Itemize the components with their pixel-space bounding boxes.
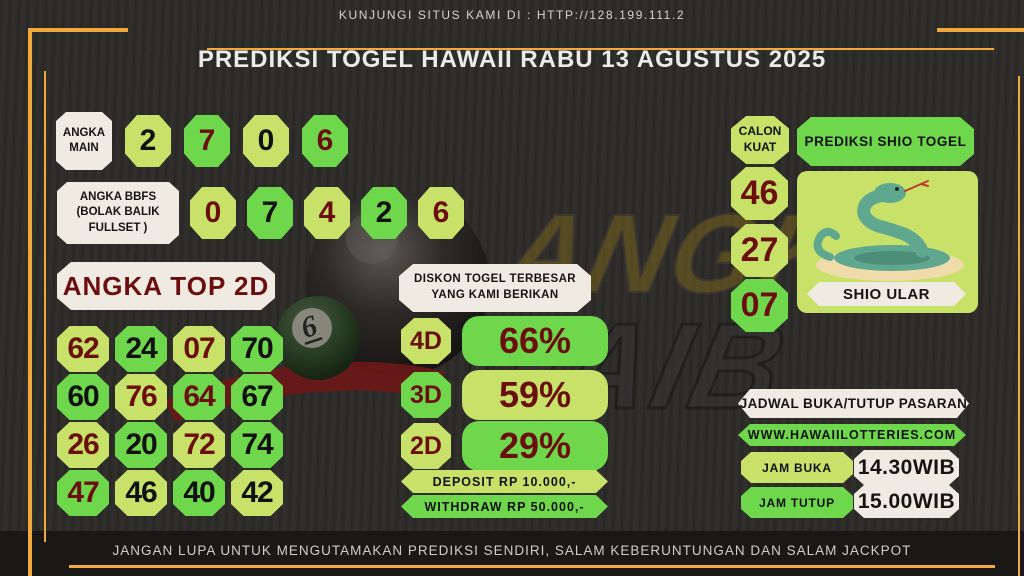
shio-heading: PREDIKSI SHIO TOGEL [797, 117, 974, 166]
calon-kuat-label: CALON KUAT [731, 116, 789, 164]
top2d-cell: 47 [57, 470, 109, 516]
top2d-grid: 62 24 07 70 60 76 64 67 26 20 72 74 47 4… [57, 326, 283, 516]
jam-buka-time: 14.30WIB [854, 450, 959, 485]
diskon-value-2d: 29% [462, 421, 608, 471]
bbfs-digit: 2 [361, 187, 407, 239]
bbfs-row: ANGKA BBFS (BOLAK BALIK FULLSET ) 0 7 4 … [57, 182, 464, 244]
diskon-value-4d: 66% [462, 316, 608, 366]
diskon-heading: DISKON TOGEL TERBESAR YANG KAMI BERIKAN [399, 264, 591, 312]
frame-line [28, 28, 32, 576]
angka-main-digit: 7 [184, 115, 230, 167]
frame-line [28, 28, 128, 32]
bbfs-digit: 7 [247, 187, 293, 239]
top2d-cell: 76 [115, 374, 167, 420]
top2d-cell: 72 [173, 422, 225, 468]
angka-main-row: ANGKA MAIN 2 7 0 6 [56, 112, 348, 170]
top2d-cell: 62 [57, 326, 109, 372]
jam-buka-label: JAM BUKA [741, 452, 853, 483]
top2d-cell: 26 [57, 422, 109, 468]
frame-line [207, 48, 994, 50]
frame-line [1018, 76, 1020, 576]
shio-card: SHIO ULAR [797, 171, 978, 313]
frame-line [69, 565, 995, 568]
diskon-label-4d: 4D [401, 318, 451, 364]
angka-main-digit: 6 [302, 115, 348, 167]
jam-tutup-label: JAM TUTUP [741, 487, 853, 518]
top2d-cell: 20 [115, 422, 167, 468]
bbfs-digit: 0 [190, 187, 236, 239]
calon-kuat-number: 27 [731, 224, 788, 277]
top2d-heading: ANGKA TOP 2D [57, 262, 275, 310]
angka-main-label: ANGKA MAIN [56, 112, 112, 170]
red-ribbon [165, 361, 445, 422]
diskon-value-3d: 59% [462, 370, 608, 420]
deposit-banner: DEPOSIT RP 10.000,- [401, 470, 608, 493]
website-link[interactable]: WWW.HAWAIILOTTERIES.COM [738, 424, 966, 446]
angka-main-digit: 0 [243, 115, 289, 167]
diskon-label-3d: 3D [401, 372, 451, 418]
top2d-cell: 40 [173, 470, 225, 516]
bbfs-digit: 6 [418, 187, 464, 239]
top2d-cell: 74 [231, 422, 283, 468]
top2d-cell: 07 [173, 326, 225, 372]
diskon-label-2d: 2D [401, 423, 451, 469]
top2d-cell: 67 [231, 374, 283, 420]
bbfs-label: ANGKA BBFS (BOLAK BALIK FULLSET ) [57, 182, 179, 244]
calon-kuat-number: 07 [731, 279, 788, 332]
shio-name: SHIO ULAR [807, 282, 966, 306]
snake-illustration [813, 180, 964, 281]
withdraw-banner: WITHDRAW RP 50.000,- [401, 495, 608, 518]
frame-line [44, 71, 46, 542]
jadwal-heading: JADWAL BUKA/TUTUP PASARAN [738, 389, 969, 418]
footer-strip [0, 531, 1024, 576]
angka-main-digit: 2 [125, 115, 171, 167]
top2d-cell: 24 [115, 326, 167, 372]
top2d-cell: 64 [173, 374, 225, 420]
calon-kuat-number: 46 [731, 167, 788, 220]
top2d-cell: 60 [57, 374, 109, 420]
page-title: PREDIKSI TOGEL HAWAII RABU 13 AGUSTUS 20… [197, 46, 827, 73]
top2d-cell: 46 [115, 470, 167, 516]
frame-line [937, 28, 1024, 32]
top2d-cell: 42 [231, 470, 283, 516]
top2d-cell: 70 [231, 326, 283, 372]
jam-tutup-time: 15.00WIB [854, 485, 959, 518]
bbfs-digit: 4 [304, 187, 350, 239]
footer-message: JANGAN LUPA UNTUK MENGUTAMAKAN PREDIKSI … [112, 543, 912, 558]
visit-site-link[interactable]: KUNJUNGI SITUS KAMI DI : HTTP://128.199.… [338, 8, 686, 22]
